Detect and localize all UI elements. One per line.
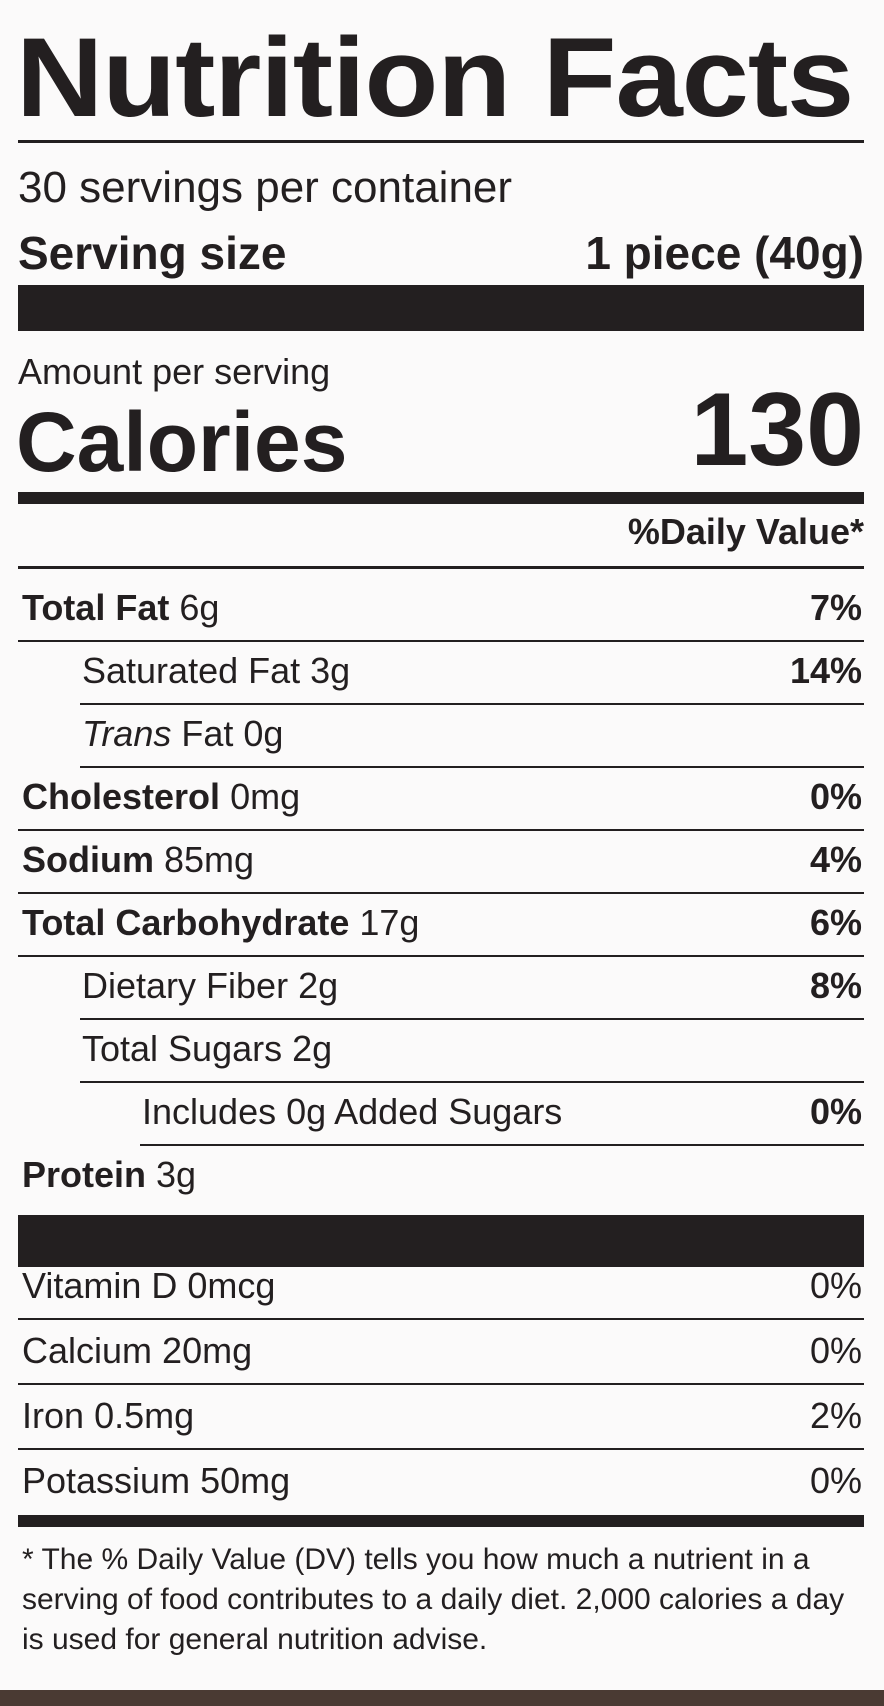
nutrient-name: Potassium (22, 1460, 191, 1501)
daily-value: 8% (809, 965, 862, 1006)
nutrient-name: Total Sugars (82, 1028, 283, 1069)
nutrient-name-italic: Trans (82, 713, 172, 754)
nutrient-name: Calcium (22, 1330, 153, 1371)
nutrient-name: Protein (22, 1154, 147, 1195)
rule (18, 566, 864, 569)
rule (18, 140, 864, 143)
nutrient-amount: 2g (292, 1028, 333, 1069)
daily-value: 0% (809, 1091, 862, 1132)
nutrient-amount: 17g (359, 902, 420, 943)
nutrient-row: Total Carbohydrate 17g (22, 905, 419, 941)
serving-size-label: Serving size (18, 227, 287, 279)
nutrient-row: Saturated Fat 3g (82, 653, 350, 689)
rule (80, 1081, 864, 1083)
nutrient-row: Potassium 50mg (22, 1463, 290, 1499)
nutrient-row: Includes 0g Added Sugars (142, 1094, 562, 1130)
servings: 30 servings per container (18, 163, 513, 212)
nutrient-amount: 0.5mg (94, 1395, 195, 1436)
rule (18, 829, 864, 831)
rule (18, 640, 864, 642)
nutrient-name: Iron (22, 1395, 85, 1436)
daily-value: 14% (789, 650, 862, 691)
calories-value: 130 (690, 372, 864, 488)
rule (18, 892, 864, 894)
nutrient-row: Total Sugars 2g (82, 1031, 332, 1067)
nutrient-amount: 50mg (200, 1460, 291, 1501)
amount-label: Amount per serving (18, 351, 331, 392)
nutrient-name: Sodium (22, 839, 154, 880)
thick-rule (18, 285, 864, 331)
nutrient-amount: 20mg (162, 1330, 253, 1371)
daily-value: 7% (809, 587, 862, 628)
rule (140, 1144, 864, 1146)
nutrient-name: Fat (181, 713, 234, 754)
nutrient-amount: 0mcg (187, 1265, 276, 1306)
nutrient-name: Total Carbohydrate (22, 902, 350, 943)
serving-size-value: 1 piece (40g) (585, 227, 864, 279)
daily-value: 0% (809, 1265, 862, 1306)
footnote: * The % Daily Value (DV) tells you how m… (22, 1543, 845, 1656)
nutrient-amount: 3g (156, 1154, 197, 1195)
rule (80, 703, 864, 705)
nutrient-row: Iron 0.5mg (22, 1398, 194, 1434)
thick-rule (18, 1215, 864, 1267)
nutrient-amount: 0mg (230, 776, 301, 817)
rule (80, 1018, 864, 1020)
nutrient-name: Includes 0g Added Sugars (142, 1091, 563, 1132)
daily-value: 0% (809, 776, 862, 817)
nutrient-row: Calcium 20mg (22, 1333, 252, 1369)
daily-value: 4% (809, 839, 862, 880)
nutrient-row: Trans Fat 0g (82, 716, 283, 752)
daily-value: 0% (809, 1330, 862, 1371)
medium-rule (18, 492, 864, 504)
nutrient-row: Protein 3g (22, 1157, 196, 1193)
nutrient-name: Saturated Fat (82, 650, 301, 691)
nutrient-amount: 85mg (164, 839, 255, 880)
rule (80, 766, 864, 768)
nutrient-row: Total Fat 6g (22, 590, 219, 626)
rule (18, 955, 864, 957)
rule (18, 1383, 864, 1385)
nutrient-name: Cholesterol (22, 776, 221, 817)
nutrient-name: Total Fat (22, 587, 170, 628)
nutrient-amount: 2g (298, 965, 339, 1006)
nutrient-name: Dietary Fiber (82, 965, 289, 1006)
nutrient-amount: 3g (310, 650, 351, 691)
nutrient-name: Vitamin D (22, 1265, 178, 1306)
calories-label: Calories (16, 395, 348, 489)
medium-rule (18, 1515, 864, 1527)
rule (18, 1448, 864, 1450)
daily-value-header: %Daily Value* (627, 511, 864, 552)
nutrient-row: Sodium 85mg (22, 842, 254, 878)
title: Nutrition Facts (16, 15, 854, 140)
nutrient-row: Vitamin D 0mcg (22, 1268, 275, 1304)
daily-value: 0% (809, 1460, 862, 1501)
daily-value: 6% (809, 902, 862, 943)
nutrient-row: Dietary Fiber 2g (82, 968, 338, 1004)
daily-value: 2% (809, 1395, 862, 1436)
nutrient-row: Cholesterol 0mg (22, 779, 300, 815)
nutrient-amount: 0g (243, 713, 284, 754)
nutrient-amount: 6g (179, 587, 220, 628)
rule (18, 1318, 864, 1320)
